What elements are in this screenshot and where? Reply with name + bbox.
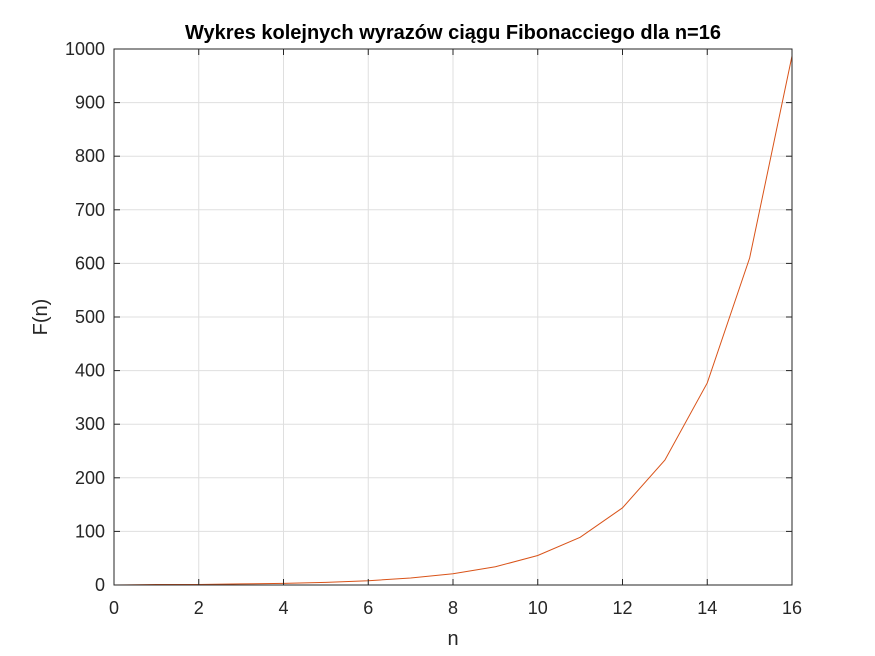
y-tick-label: 600 [75,253,105,273]
x-tick-label: 0 [109,598,119,618]
ticks [113,48,793,586]
y-tick-label: 700 [75,200,105,220]
y-tick-label: 1000 [65,39,105,59]
y-tick-label: 300 [75,414,105,434]
tick-labels: 0 2 4 6 8 10 12 14 16 0 100 200 300 400 500 600 700 800 90… [65,39,802,618]
y-tick-label: 900 [75,93,105,113]
x-tick-label: 8 [448,598,458,618]
series-line-0 [113,55,793,586]
x-tick-label: 2 [194,598,204,618]
y-tick-label: 400 [75,361,105,381]
x-tick-label: 4 [278,598,288,618]
chart-title: Wykres kolejnych wyrazów ciągu Fibonacci… [185,22,721,44]
x-tick-label: 10 [528,598,548,618]
x-tick-label: 12 [612,598,632,618]
y-tick-label: 800 [75,146,105,166]
grid [114,49,792,585]
y-tick-label: 200 [75,468,105,488]
y-tick-label: 100 [75,521,105,541]
x-tick-label: 14 [697,598,717,618]
x-axis-label: n [447,628,458,650]
x-tick-label: 6 [363,598,373,618]
series-layer [113,55,793,586]
x-tick-label: 16 [782,598,802,618]
y-tick-label: 500 [75,307,105,327]
y-axis-label: F(n) [30,299,52,336]
y-tick-label: 0 [95,575,105,595]
